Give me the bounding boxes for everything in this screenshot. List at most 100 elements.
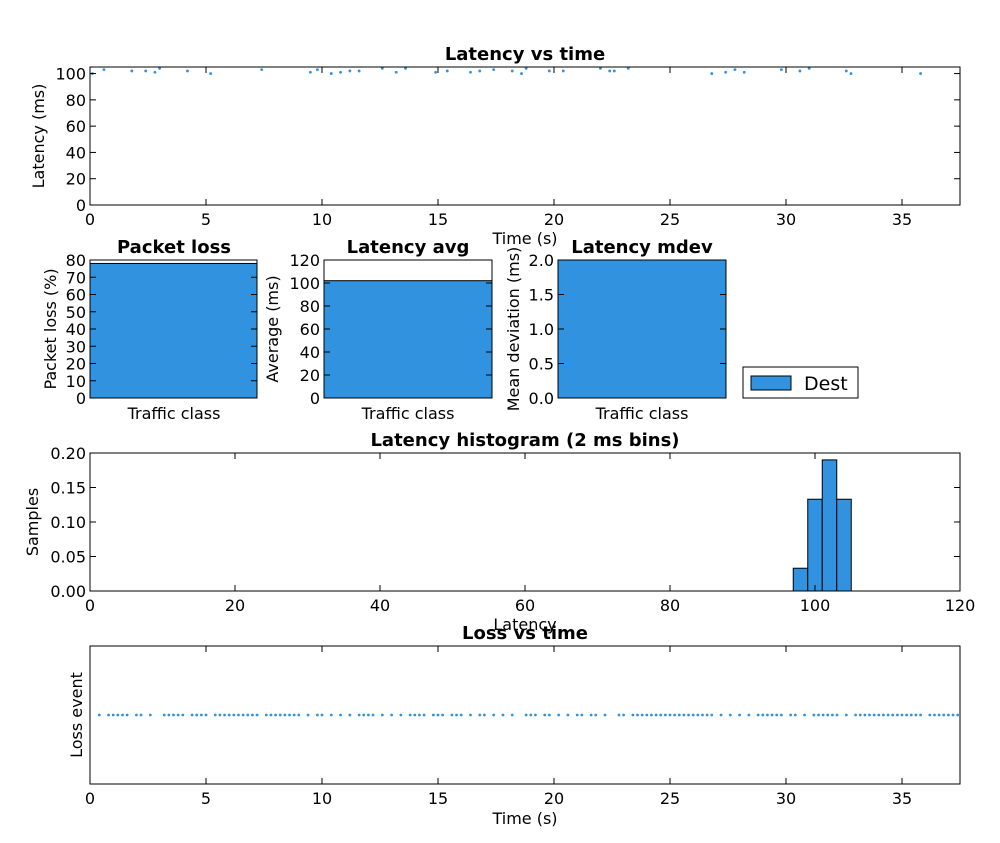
latency-vs-time-xlabel: Time (s) xyxy=(491,229,557,248)
latency-avg-xlabel: Traffic class xyxy=(361,404,455,423)
loss-event-point xyxy=(654,713,658,717)
loss-event-point xyxy=(283,713,287,717)
latency-histogram-ylabel: Samples xyxy=(23,488,42,556)
loss-event-point xyxy=(719,713,723,717)
latency-point xyxy=(380,66,384,70)
loss-vs-time-ylabel: Loss event xyxy=(67,672,86,758)
loss-event-point xyxy=(148,713,152,717)
loss-event-point xyxy=(97,713,101,717)
packet-loss-bar xyxy=(89,262,258,399)
loss-event-point xyxy=(668,713,672,717)
loss-event-point xyxy=(919,713,922,717)
loss-event-point xyxy=(858,713,862,717)
loss-event-point xyxy=(817,713,820,717)
legend-label: Dest xyxy=(804,373,848,395)
latency-mdev-ytick-label: 2.0 xyxy=(529,251,554,270)
loss-event-point xyxy=(891,713,895,717)
loss-event-point xyxy=(854,713,857,717)
latency-histogram-panel: Latency histogram (2 ms bins) 0 20 40 60 80 1… xyxy=(23,430,975,634)
latency-histogram-ytick-label: 0.15 xyxy=(50,479,86,498)
loss-event-point xyxy=(947,713,950,717)
loss-event-point xyxy=(831,713,834,717)
latency-vs-time-xtick-label: 20 xyxy=(544,210,564,229)
loss-event-point xyxy=(190,713,194,717)
loss-event-point xyxy=(278,713,282,717)
latency-point xyxy=(561,69,565,73)
loss-event-point xyxy=(241,713,245,717)
loss-event-point xyxy=(422,713,426,717)
loss-event-point xyxy=(775,713,779,717)
latency-point xyxy=(742,70,746,74)
loss-event-point xyxy=(622,713,625,717)
loss-event-point xyxy=(886,713,890,717)
latency-mdev-ytick-label: 1.5 xyxy=(529,286,554,305)
latency-histogram-xtick-label: 80 xyxy=(660,596,680,615)
latency-vs-time-ytick-label: 40 xyxy=(66,143,86,162)
loss-event-point xyxy=(575,713,579,717)
loss-event-point xyxy=(176,713,180,717)
latency-point xyxy=(357,69,361,73)
loss-event-point xyxy=(640,713,644,717)
latency-vs-time-xtick-label: 25 xyxy=(660,210,680,229)
latency-mdev-ytick-label: 0.5 xyxy=(529,355,554,374)
loss-event-point xyxy=(204,713,208,717)
loss-event-point xyxy=(696,713,700,717)
histogram-bar xyxy=(807,498,823,592)
loss-event-point xyxy=(872,713,876,717)
loss-event-point xyxy=(367,713,370,717)
loss-event-point xyxy=(455,713,458,717)
latency-point xyxy=(186,69,189,73)
latency-point xyxy=(329,72,333,75)
latency-avg-ytick-label: 60 xyxy=(300,320,320,339)
loss-event-point xyxy=(951,713,955,717)
loss-event-point xyxy=(543,713,547,717)
loss-event-point xyxy=(459,713,463,717)
loss-event-point xyxy=(292,713,296,717)
loss-event-point xyxy=(631,713,635,717)
latency-vs-time-ytick-label: 60 xyxy=(66,117,86,136)
latency-point xyxy=(807,66,811,70)
loss-event-point xyxy=(803,713,806,717)
latency-vs-time-title: Latency vs time xyxy=(445,44,605,65)
latency-point xyxy=(599,66,602,70)
latency-vs-time-ytick-label: 0 xyxy=(76,196,86,215)
loss-event-point xyxy=(478,713,482,717)
latency-vs-time-xtick-label: 0 xyxy=(85,210,95,229)
loss-event-point xyxy=(441,713,445,717)
loss-event-point xyxy=(956,713,960,717)
loss-event-point xyxy=(162,713,166,717)
loss-event-point xyxy=(770,713,774,717)
loss-event-point xyxy=(747,713,751,717)
loss-event-point xyxy=(728,713,732,717)
loss-vs-time-panel: Loss vs time 0 5 10 15 20 25 30 35 Time (s) Los… xyxy=(67,623,961,828)
latency-histogram-ytick-label: 0.20 xyxy=(50,444,86,463)
latency-point xyxy=(510,69,514,73)
loss-event-point xyxy=(826,713,830,717)
loss-vs-time-xtick-label: 25 xyxy=(660,789,680,808)
loss-event-point xyxy=(408,713,412,717)
loss-event-point xyxy=(199,713,203,717)
loss-event-point xyxy=(594,713,598,717)
latency-point xyxy=(849,72,853,75)
latency-mdev-ytick-label: 0.0 xyxy=(529,389,554,408)
histogram-bar xyxy=(836,498,852,592)
loss-event-point xyxy=(812,713,816,717)
latency-avg-ylabel: Average (ms) xyxy=(263,275,282,382)
loss-vs-time-title: Loss vs time xyxy=(462,623,588,644)
latency-histogram-xtick-label: 100 xyxy=(800,596,831,615)
loss-event-point xyxy=(139,713,143,717)
latency-vs-time-xtick-label: 15 xyxy=(428,210,448,229)
loss-event-point xyxy=(589,713,593,717)
loss-event-point xyxy=(756,713,760,717)
loss-event-point xyxy=(315,713,319,717)
loss-event-point xyxy=(793,713,797,717)
loss-vs-time-frame xyxy=(89,645,961,785)
loss-event-point xyxy=(691,713,695,717)
loss-vs-time-xtick-label: 5 xyxy=(201,789,211,808)
latency-point xyxy=(469,70,472,74)
loss-event-point xyxy=(255,713,259,717)
loss-event-point xyxy=(167,713,171,717)
loss-event-point xyxy=(362,713,366,717)
latency-vs-time-panel: Latency vs time 0 5 10 15 20 25 30 35 0 20 40 60 80 1… xyxy=(29,44,961,248)
